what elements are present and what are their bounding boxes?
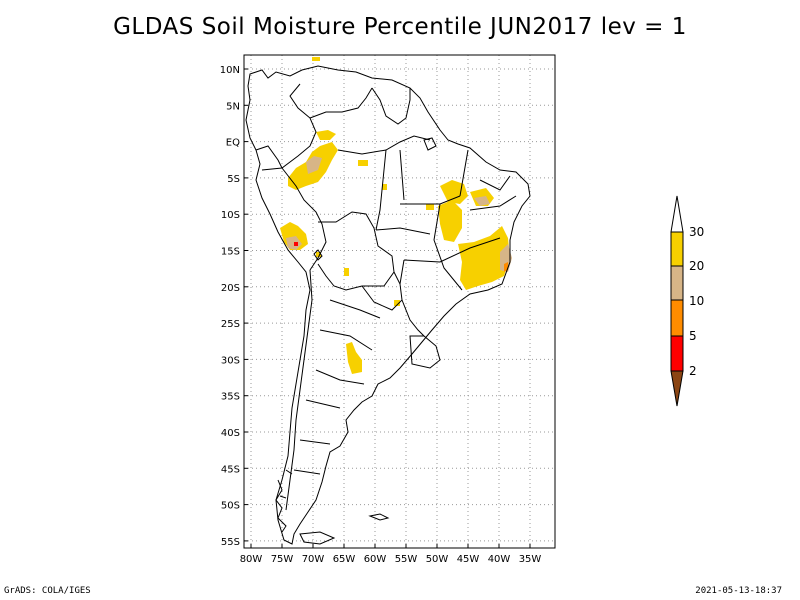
lat-label: EQ [226,138,240,149]
border-guyana [371,87,411,125]
legend-label-5: 5 [689,329,697,343]
percentile-shading [280,57,512,374]
tierra-del-fuego [299,531,336,545]
lat-label: 25S [221,319,240,330]
lat-label: 35S [221,392,240,403]
legend-label-2: 2 [689,364,697,378]
legend-box-10-20 [670,265,684,301]
south-america-coastline [245,65,531,545]
border-paraguay [361,271,403,311]
coastline-and-borders [245,65,531,545]
border-argentina-provinces [293,299,381,475]
longitude-labels: 80W 75W 70W 65W 60W 55W 50W 45W 40W 35W [240,544,542,565]
lat-label: 5N [226,101,240,112]
lon-label: 55W [395,554,418,565]
lon-label: 60W [364,554,387,565]
map-frame [243,54,556,549]
lon-label: 40W [488,554,511,565]
lat-label: 55S [221,537,240,548]
lon-label: 35W [519,554,542,565]
lat-label: 45S [221,464,240,475]
map-title: GLDAS Soil Moisture Percentile JUN2017 l… [113,14,687,40]
shading-region-brazil-small [426,204,434,210]
legend-box-5-10 [670,299,684,337]
lon-label: 80W [240,554,263,565]
legend-box-20-30 [670,231,684,267]
legend-arrow-top [670,195,684,233]
legend-arrow-bottom [670,370,684,407]
border-colombia [261,83,317,171]
border-venezuela [309,87,373,119]
border-peru [281,167,327,271]
chile-fjords [275,469,293,533]
shading-region-small-a [358,160,368,166]
lat-label: 50S [221,501,240,512]
border-brazil-states [337,135,517,291]
lat-label: 10S [221,210,240,221]
legend-label-10: 10 [689,294,704,308]
lat-label: 5S [227,174,240,185]
lat-label: 15S [221,247,240,258]
shading-region-peru-red [294,242,298,246]
falkland-islands [368,513,390,521]
shading-region-small-b [382,184,387,190]
border-ecuador [255,145,283,169]
legend-label-20: 20 [689,259,704,273]
shading-region-brazil-north [440,180,468,204]
shading-region-north-tip [312,57,320,61]
lake-titicaca [313,249,323,261]
island-marajo [423,137,437,151]
lat-label: 40S [221,428,240,439]
border-uruguay [409,335,441,369]
shading-region-brazil-ne-tan [474,196,490,206]
shading-region-brazil-central [438,200,462,242]
footer-timestamp: 2021-05-13-18:37 [695,586,782,596]
footer-credit: GrADS: COLA/IGES [4,586,91,596]
shading-region-brazil-east [458,226,510,290]
shading-region-amazon-west-tan [306,156,322,174]
latitude-labels: 10N 5N EQ 5S 10S 15S 20S 25S 30S 35S 40S 45S 50S 55S [220,65,248,548]
lat-label: 10N [220,65,240,76]
legend-label-30: 30 [689,225,704,239]
lon-label: 75W [271,554,294,565]
shading-region-negro [316,130,336,140]
shading-region-bolivia-small2 [344,268,349,276]
lon-label: 50W [426,554,449,565]
lon-label: 45W [457,554,480,565]
border-brazil-argentina [401,299,425,337]
lat-label: 20S [221,283,240,294]
color-legend: 30 20 10 5 2 [670,195,704,407]
shading-region-bolivia-small [316,252,321,257]
shading-region-argentina [346,342,362,374]
border-chile [285,269,313,511]
lon-label: 65W [333,554,356,565]
shading-region-brazil-se-small [394,300,400,306]
border-bolivia [317,211,395,291]
lat-label: 30S [221,355,240,366]
legend-box-2-5 [670,335,684,372]
lon-label: 70W [302,554,325,565]
